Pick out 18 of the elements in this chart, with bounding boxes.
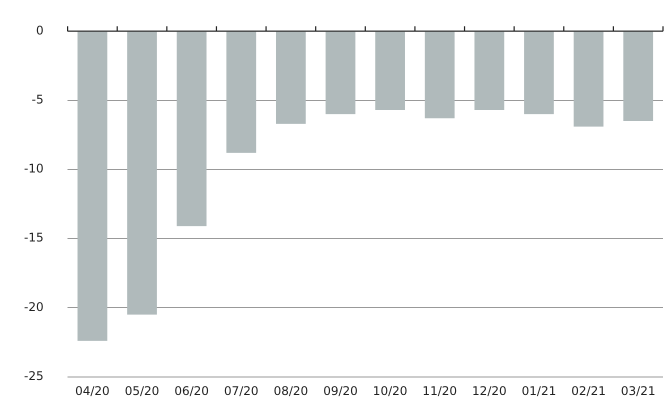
x-tick-label: 05/20 xyxy=(124,384,160,398)
x-tick-label: 08/20 xyxy=(274,384,308,398)
x-tick-label: 11/20 xyxy=(422,384,458,398)
x-tick-label: 12/20 xyxy=(472,384,507,398)
y-tick-label: -15 xyxy=(24,230,44,245)
y-tick-label: -5 xyxy=(32,92,44,106)
x-tick-label: 04/20 xyxy=(75,384,110,398)
x-tick-label: 01/21 xyxy=(522,384,556,398)
x-tick-label: 10/20 xyxy=(372,384,408,398)
y-tick-label: -25 xyxy=(24,368,44,383)
x-tick-label: 03/21 xyxy=(620,384,656,398)
y-tick-label: -20 xyxy=(24,300,44,314)
x-tick-label: 07/20 xyxy=(224,384,259,398)
x-tick-label: 06/20 xyxy=(174,384,209,398)
x-tick-label: 09/20 xyxy=(323,384,358,398)
y-tick-label: 0 xyxy=(36,23,44,38)
y-tick-label: -10 xyxy=(24,162,44,176)
x-tick-label: 02/21 xyxy=(571,384,606,398)
